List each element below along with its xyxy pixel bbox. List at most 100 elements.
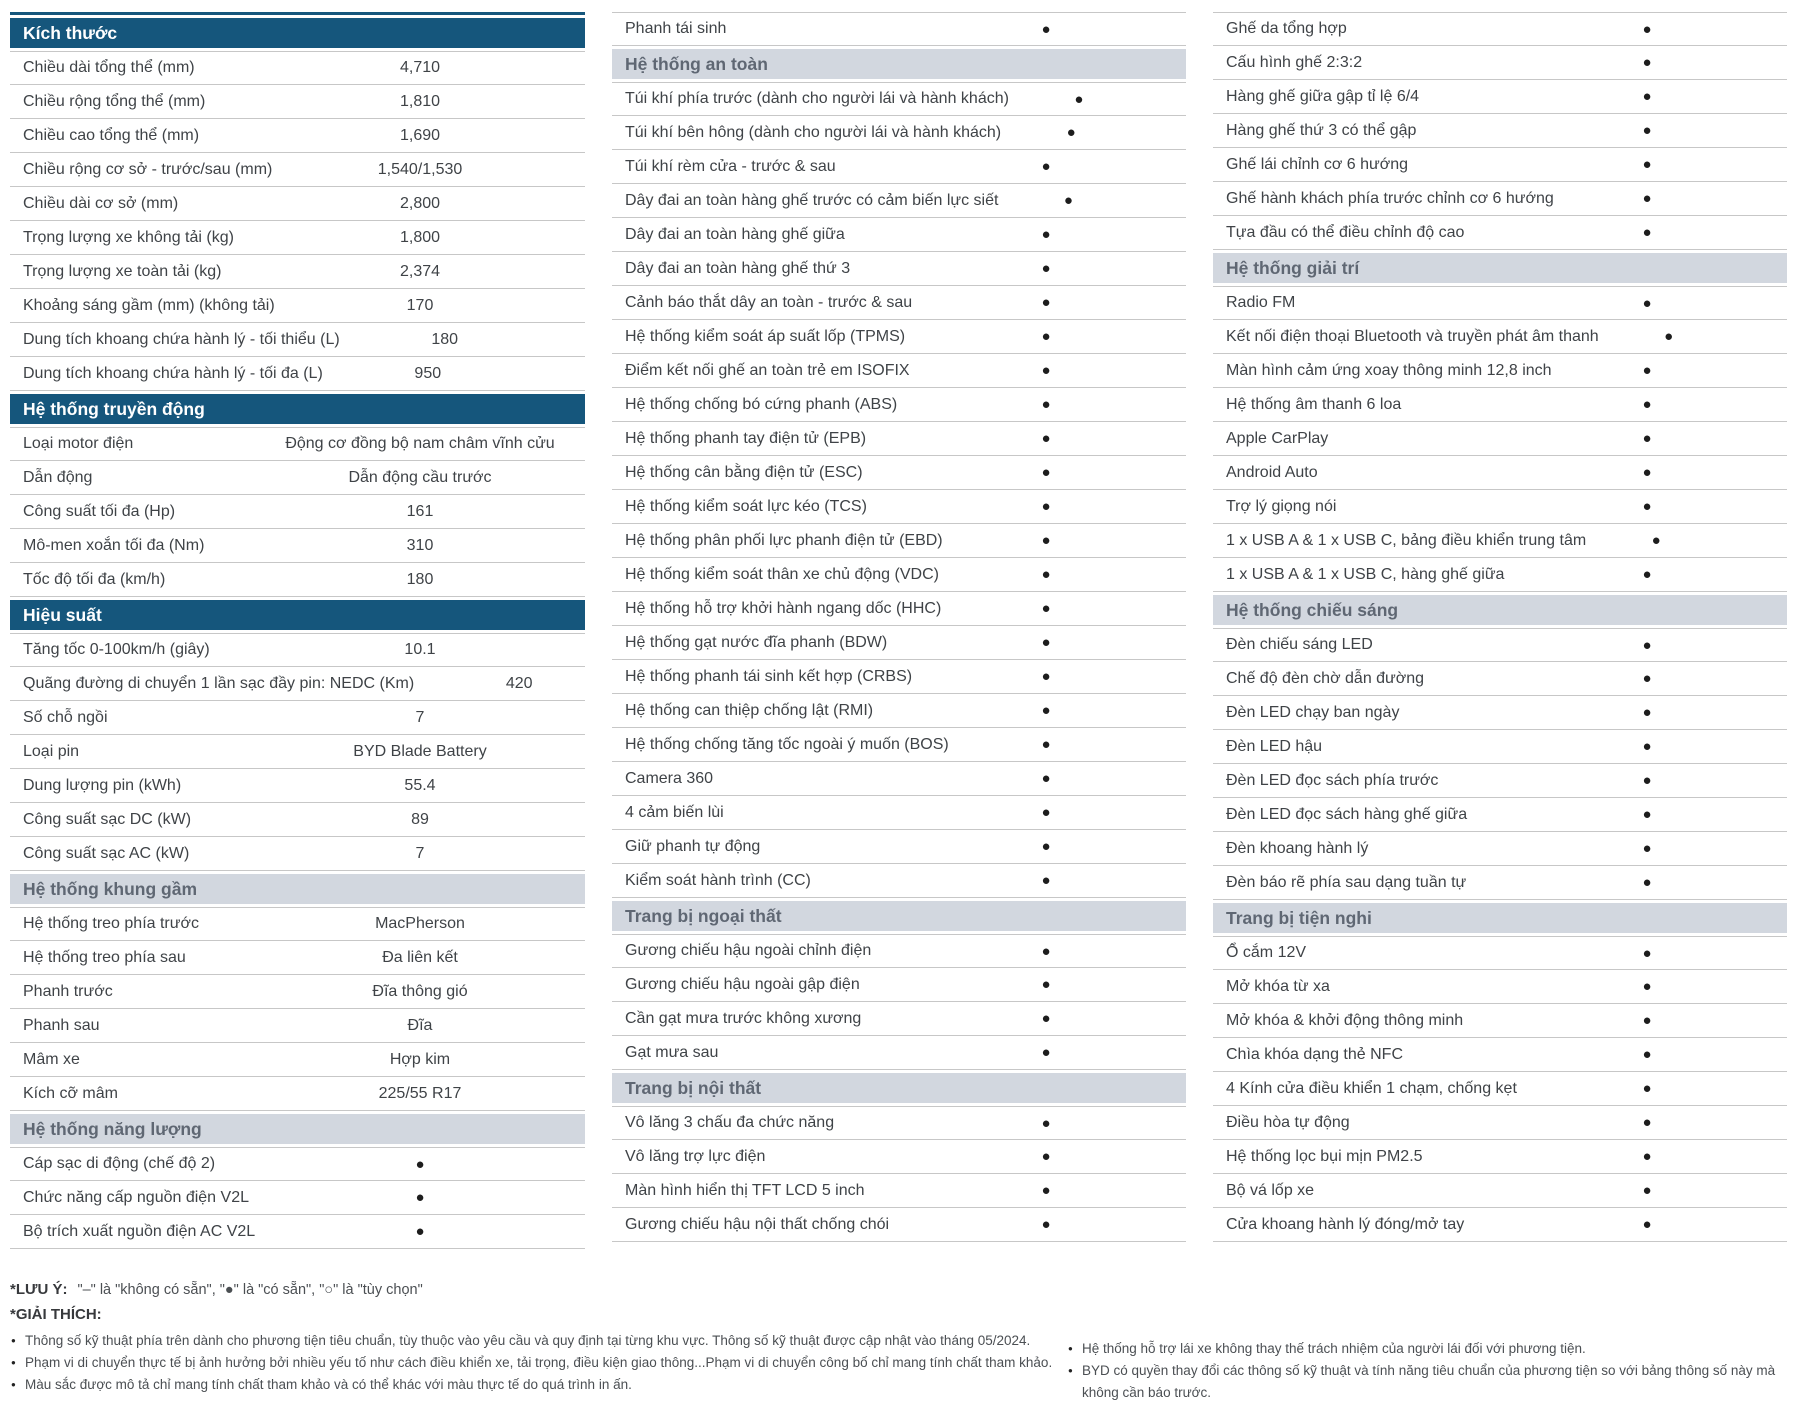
availability-dot: ● <box>1642 294 1652 312</box>
availability-dot: ● <box>1642 54 1652 71</box>
spec-row: Hệ thống âm thanh 6 loa ● <box>1213 388 1787 422</box>
spec-row: Kiểm soát hành trình (CC) ● <box>612 864 1186 898</box>
spec-row: Quãng đường di chuyển 1 lần sạc đầy pin:… <box>10 667 585 701</box>
availability-dot: ● <box>1041 362 1051 379</box>
availability-dot: ● <box>1041 804 1051 821</box>
spec-row: Mô-men xoắn tối đa (Nm) 310 <box>10 529 585 563</box>
spec-row: Công suất sạc DC (kW) 89 <box>10 803 585 837</box>
spec-row: Tăng tốc 0-100km/h (giây) 10.1 <box>10 633 585 667</box>
spec-label: Trọng lượng xe không tải (kg) <box>23 228 234 246</box>
section-header: Hệ thống giải trí <box>1213 253 1787 283</box>
spec-value: 1,690 <box>399 126 441 144</box>
spec-label: Chiều cao tổng thể (mm) <box>23 126 200 144</box>
spec-row: 1 x USB A & 1 x USB C, bảng điều khiển t… <box>1213 524 1787 558</box>
spec-row: Hệ thống lọc bụi mịn PM2.5 ● <box>1213 1140 1787 1174</box>
spec-row: Bộ vá lốp xe ● <box>1213 1174 1787 1208</box>
spec-value: Đa liên kết <box>382 948 458 966</box>
spec-row: Chức năng cấp nguồn điện V2L ● <box>10 1181 585 1215</box>
spec-label: Dây đai an toàn hàng ghế giữa <box>625 225 845 243</box>
spec-row: 1 x USB A & 1 x USB C, hàng ghế giữa ● <box>1213 558 1787 592</box>
spec-row: Cửa khoang hành lý đóng/mở tay ● <box>1213 1208 1787 1242</box>
spec-row: Gương chiếu hậu ngoài gập điện ● <box>612 968 1186 1002</box>
spec-label: 1 x USB A & 1 x USB C, bảng điều khiển t… <box>1226 531 1587 549</box>
spec-label: Gương chiếu hậu ngoài chỉnh điện <box>625 942 872 959</box>
availability-dot: ● <box>1041 600 1051 617</box>
footnote-item: BYD có quyền thay đổi các thông số kỹ th… <box>1067 1360 1788 1404</box>
spec-label: Hệ thống âm thanh 6 loa <box>1226 395 1402 413</box>
spec-label: Số chỗ ngồi <box>23 708 108 726</box>
spec-label: Dung lượng pin (kWh) <box>23 776 182 794</box>
spec-row: Dung tích khoang chứa hành lý - tối thiể… <box>10 323 585 357</box>
spec-row: Ổ cắm 12V ● <box>1213 936 1787 970</box>
spec-label: Mở khóa & khởi động thông minh <box>1226 1011 1464 1029</box>
spec-row: Đèn LED hậu ● <box>1213 730 1787 764</box>
spec-row: Túi khí bên hông (dành cho người lái và … <box>612 116 1186 150</box>
spec-row: Giữ phanh tự động ● <box>612 830 1186 864</box>
availability-dot: ● <box>1041 1216 1051 1233</box>
spec-row: Cáp sạc di động (chế độ 2) ● <box>10 1147 585 1181</box>
availability-dot: ● <box>1041 396 1051 413</box>
spec-label: Ghế da tổng hợp <box>1226 20 1347 37</box>
spec-label: Hệ thống phanh tay điện tử (EPB) <box>625 429 867 447</box>
spec-label: Đèn LED chạy ban ngày <box>1226 703 1400 721</box>
spec-label: Hệ thống hỗ trợ khởi hành ngang dốc (HHC… <box>625 599 942 617</box>
section-header: Trang bị nội thất <box>612 1073 1186 1103</box>
spec-row: Hệ thống phanh tái sinh kết hợp (CRBS) ● <box>612 660 1186 694</box>
spec-row: Màn hình cảm ứng xoay thông minh 12,8 in… <box>1213 354 1787 388</box>
availability-dot: ● <box>1041 464 1051 481</box>
section-header: Hệ thống khung gầm <box>10 874 585 904</box>
spec-row: Hệ thống treo phía sau Đa liên kết <box>10 941 585 975</box>
availability-dot: ● <box>1063 192 1073 209</box>
availability-dot: ● <box>1642 1148 1652 1165</box>
availability-dot: ● <box>1066 124 1076 141</box>
spec-label: Dây đai an toàn hàng ghế thứ 3 <box>625 259 851 277</box>
spec-value: Đĩa thông gió <box>372 982 468 1000</box>
spec-label: Mâm xe <box>23 1050 80 1068</box>
spec-value: Động cơ đồng bộ nam châm vĩnh cửu <box>285 435 555 452</box>
spec-row: Dây đai an toàn hàng ghế giữa ● <box>612 218 1186 252</box>
spec-value: 180 <box>406 570 434 588</box>
spec-label: Hệ thống treo phía trước <box>23 915 199 932</box>
spec-row: 4 Kính cửa điều khiển 1 chạm, chống kẹt ● <box>1213 1072 1787 1106</box>
spec-label: Dẫn động <box>23 468 93 486</box>
spec-label: Cấu hình ghế 2:3:2 <box>1226 53 1363 71</box>
spec-tables: Kích thước Chiều dài tổng thể (mm) 4,710 Ch… <box>10 12 1787 1249</box>
spec-row: Android Auto ● <box>1213 456 1787 490</box>
spec-row: Đèn LED chạy ban ngày ● <box>1213 696 1787 730</box>
spec-label: Android Auto <box>1226 463 1318 481</box>
spec-row: Hệ thống phanh tay điện tử (EPB) ● <box>612 422 1186 456</box>
section-header: Hệ thống năng lượng <box>10 1114 585 1144</box>
availability-dot: ● <box>1642 1216 1652 1233</box>
availability-dot: ● <box>1642 1114 1652 1131</box>
availability-dot: ● <box>1041 1010 1051 1027</box>
spec-value: 7 <box>415 844 425 862</box>
spec-label: 1 x USB A & 1 x USB C, hàng ghế giữa <box>1226 565 1505 583</box>
legend-text: "–" là "không có sẵn", "●" là "có sẵn", … <box>77 1282 423 1298</box>
spec-label: Hệ thống treo phía sau <box>23 948 186 966</box>
spec-label: Vô lăng 3 chấu đa chức năng <box>625 1114 835 1131</box>
spec-label: Chiều rộng cơ sở - trước/sau (mm) <box>23 160 273 178</box>
availability-dot: ● <box>1642 1046 1652 1063</box>
spec-value: 950 <box>414 364 442 382</box>
spec-label: Kích cỡ mâm <box>23 1084 118 1102</box>
spec-label: Đèn khoang hành lý <box>1226 839 1369 857</box>
availability-dot: ● <box>1041 770 1051 787</box>
spec-label: Chức năng cấp nguồn điện V2L <box>23 1188 249 1206</box>
spec-label: Điều hòa tự động <box>1226 1113 1350 1131</box>
availability-dot: ● <box>415 1155 425 1173</box>
spec-row: Điều hòa tự động ● <box>1213 1106 1787 1140</box>
spec-row: Cần gạt mưa trước không xương ● <box>612 1002 1186 1036</box>
spec-row: Hệ thống hỗ trợ khởi hành ngang dốc (HHC… <box>612 592 1186 626</box>
availability-dot: ● <box>1642 190 1652 207</box>
spec-label: Màn hình hiển thị TFT LCD 5 inch <box>625 1181 865 1199</box>
spec-row: Cảnh báo thắt dây an toàn - trước & sau ● <box>612 286 1186 320</box>
availability-dot: ● <box>1041 634 1051 651</box>
availability-dot: ● <box>1041 1044 1051 1061</box>
spec-value: MacPherson <box>375 915 465 932</box>
spec-row: Hệ thống kiểm soát lực kéo (TCS) ● <box>612 490 1186 524</box>
spec-row: Khoảng sáng gầm (mm) (không tải) 170 <box>10 289 585 323</box>
spec-value: 4,710 <box>399 59 441 76</box>
spec-label: Mô-men xoắn tối đa (Nm) <box>23 536 205 554</box>
spec-label: Bộ trích xuất nguồn điện AC V2L <box>23 1222 256 1240</box>
spec-column-1: Kích thước Chiều dài tổng thể (mm) 4,710 Ch… <box>10 12 585 1249</box>
